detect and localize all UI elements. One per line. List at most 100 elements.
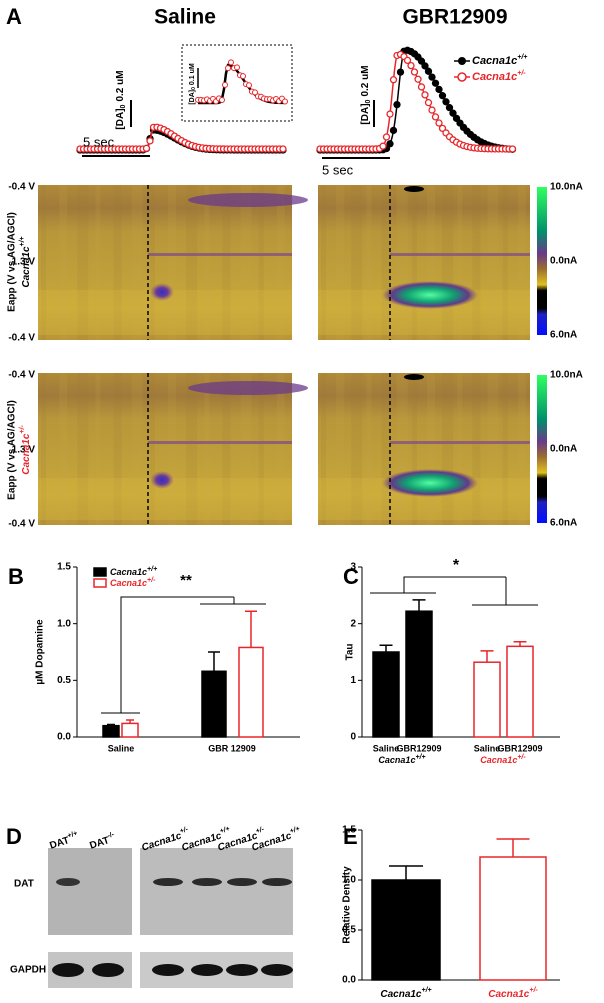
y-axis-title: Eapp (V vs AG/AGCl) — [7, 400, 18, 500]
decoration — [396, 185, 408, 340]
decoration — [457, 72, 467, 82]
label-sup: +/+ — [415, 754, 425, 761]
decoration — [227, 878, 257, 886]
error-bar — [412, 599, 426, 612]
decoration — [168, 185, 176, 340]
annotation: * — [453, 557, 460, 574]
colorbar-label: 10.0nA — [550, 370, 583, 381]
decoration — [113, 185, 122, 340]
bar — [405, 610, 433, 738]
legend-swatch — [93, 567, 107, 577]
potential-tick: -0.4 V — [8, 182, 35, 193]
decoration — [56, 878, 80, 886]
decoration — [382, 281, 478, 309]
decoration — [153, 878, 183, 886]
decoration — [191, 964, 223, 976]
decoration — [140, 848, 293, 935]
bar — [121, 722, 139, 738]
decoration — [411, 185, 417, 340]
decoration — [502, 185, 508, 340]
bar — [473, 661, 501, 738]
x-tick-label: Saline — [474, 743, 501, 753]
decoration — [92, 963, 124, 977]
decoration — [261, 964, 293, 976]
decoration — [146, 137, 154, 145]
colorbar-label: 6.0nA — [550, 518, 577, 529]
label-sup: +/+ — [289, 825, 301, 835]
label: Cacna1c+/+ — [378, 754, 425, 766]
error-bar — [245, 610, 257, 648]
y-axis-title: µM Dopamine — [35, 619, 46, 685]
decoration — [77, 373, 89, 525]
scale-text: 0 — [120, 104, 127, 108]
decoration — [150, 471, 174, 489]
decoration — [381, 185, 390, 340]
label: Cacna1c+/+ — [19, 236, 32, 287]
label-sup: +/- — [147, 577, 156, 584]
x-tick-label: GBR12909 — [497, 743, 542, 753]
decoration — [225, 65, 231, 72]
decoration — [421, 62, 429, 70]
decoration — [396, 68, 405, 76]
decoration — [222, 373, 231, 525]
panel-label: A — [6, 4, 22, 29]
x-tick-label: Saline — [373, 743, 400, 753]
label-text: Cacna1c — [21, 433, 32, 475]
decoration — [77, 185, 89, 340]
decoration — [435, 119, 443, 127]
label-sup: +/- — [179, 826, 190, 835]
decoration — [95, 185, 101, 340]
decoration — [421, 91, 429, 99]
decoration — [458, 57, 466, 65]
decoration — [262, 878, 292, 886]
error-bar — [389, 865, 423, 880]
decoration — [59, 185, 68, 340]
decoration — [445, 104, 454, 112]
decoration — [442, 98, 450, 106]
decoration — [276, 373, 285, 525]
decoration — [228, 59, 234, 66]
decoration — [390, 253, 530, 256]
decoration — [537, 187, 547, 335]
decoration — [188, 193, 308, 207]
label-sup: -/- — [107, 831, 116, 840]
label: Cacna1c+/+ — [110, 566, 157, 578]
row-label: GAPDH — [10, 965, 46, 976]
decoration — [389, 126, 398, 135]
decoration — [417, 57, 426, 65]
decoration — [370, 576, 538, 606]
decoration — [181, 44, 293, 122]
decoration — [240, 373, 252, 525]
bar — [506, 645, 534, 738]
error-bar — [126, 719, 134, 724]
decoration — [366, 373, 372, 525]
legend-text: +/+ — [517, 54, 527, 61]
decoration — [321, 185, 326, 340]
label-sup: +/+ — [67, 830, 79, 840]
decoration — [431, 113, 440, 121]
decoration — [219, 97, 225, 104]
label-sup: +/- — [529, 987, 538, 994]
decoration — [131, 373, 143, 525]
panel-label: E — [343, 824, 358, 849]
decoration — [428, 106, 436, 114]
decoration — [502, 373, 508, 525]
decoration — [258, 185, 264, 340]
decoration — [246, 82, 252, 89]
scale-label: [DA]0 0.2 uM — [115, 70, 127, 129]
decoration — [452, 114, 461, 123]
decoration — [321, 373, 326, 525]
potential-tick: 1.3 V — [12, 257, 36, 268]
decoration — [404, 374, 424, 380]
y-tick-label: 0.5 — [342, 925, 356, 936]
decoration — [131, 185, 143, 340]
label: Cacna1c+/- — [110, 577, 156, 589]
decoration — [186, 185, 198, 340]
decoration — [442, 373, 454, 525]
scale-label: [DA]0 0.2 uM — [360, 65, 372, 124]
potential-tick: 1.3 V — [12, 445, 36, 456]
decoration — [414, 75, 422, 83]
condition-title: GBR12909 — [402, 6, 507, 29]
decoration — [431, 79, 440, 87]
bar — [102, 724, 120, 738]
